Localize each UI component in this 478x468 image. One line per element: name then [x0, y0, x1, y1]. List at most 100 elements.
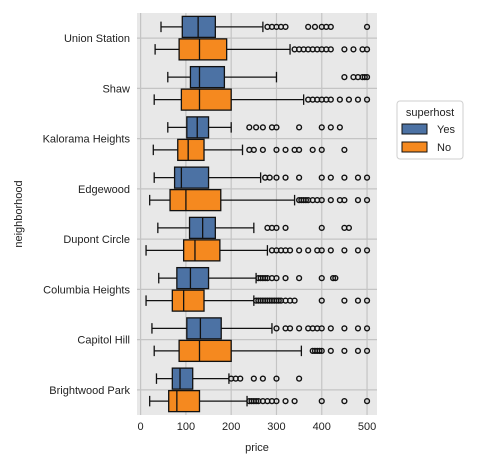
- box-dupont-circle-no: [182, 239, 221, 262]
- y-tick-label-columbia-heights: Columbia Heights: [43, 284, 130, 296]
- box-brightwood-park-no: [168, 389, 201, 413]
- flier-union-station-yes-4: [282, 23, 289, 30]
- flier-brightwood-park-no-13: [363, 398, 371, 405]
- flier-shaw-no-5: [327, 96, 334, 103]
- y-tick-label-union-station: Union Station: [64, 33, 130, 45]
- flier-columbia-heights-no-15: [318, 297, 325, 304]
- box-capitol-hill-no: [178, 339, 232, 363]
- legend-title: superhost: [406, 107, 454, 119]
- box-group-union-station-no: [154, 38, 371, 61]
- flier-kalorama-heights-no-7: [309, 146, 316, 153]
- flier-columbia-heights-yes-7: [282, 275, 289, 282]
- x-tick-label-200: 200: [222, 421, 240, 433]
- box-layer: [145, 15, 371, 413]
- box-group-brightwood-park-no: [149, 389, 371, 413]
- box-union-station-yes: [181, 15, 216, 39]
- x-tick-label-0: 0: [138, 421, 144, 433]
- box-group-columbia-heights-yes: [158, 266, 339, 290]
- flier-edgewood-yes-6: [327, 174, 334, 181]
- x-tick-label-100: 100: [177, 421, 195, 433]
- box-group-columbia-heights-no: [145, 289, 371, 312]
- flier-kalorama-heights-yes-4: [273, 124, 280, 131]
- flier-capitol-hill-no-8: [363, 347, 371, 354]
- flier-capitol-hill-yes-11: [363, 325, 371, 332]
- flier-edgewood-yes-7: [341, 174, 348, 181]
- flier-capitol-hill-yes-3: [296, 325, 303, 332]
- box-group-capitol-hill-yes: [151, 317, 371, 340]
- flier-columbia-heights-yes-8: [296, 275, 303, 282]
- flier-union-station-yes-6: [311, 23, 319, 30]
- flier-columbia-heights-yes-3: [262, 275, 269, 282]
- flier-edgewood-yes-1: [266, 174, 273, 181]
- flier-capitol-hill-yes-7: [318, 325, 325, 332]
- flier-columbia-heights-yes-10: [329, 275, 337, 282]
- box-edgewood-yes: [173, 166, 210, 189]
- flier-brightwood-park-yes-6: [296, 375, 303, 382]
- flier-kalorama-heights-no-6: [296, 146, 303, 153]
- flier-shaw-no-9: [363, 96, 371, 103]
- box-union-station-no: [178, 38, 228, 61]
- flier-edgewood-yes-8: [354, 174, 362, 181]
- legend-label-no: No: [437, 142, 451, 154]
- flier-kalorama-heights-yes-2: [259, 124, 266, 131]
- flier-shaw-no-6: [336, 96, 343, 103]
- box-brightwood-park-yes: [171, 367, 194, 390]
- flier-columbia-heights-no-14: [291, 297, 298, 304]
- y-tick-label-dupont-circle: Dupont Circle: [63, 234, 130, 246]
- flier-kalorama-heights-yes-6: [318, 124, 325, 131]
- flier-edgewood-no-8: [327, 197, 334, 204]
- flier-kalorama-heights-no-9: [341, 146, 348, 153]
- flier-capitol-hill-yes-8: [327, 325, 334, 332]
- flier-union-station-no-9: [341, 46, 348, 53]
- flier-kalorama-heights-no-8: [318, 146, 325, 153]
- legend-label-yes: Yes: [437, 124, 455, 136]
- flier-dupont-circle-yes-6: [345, 224, 353, 231]
- flier-capitol-hill-yes-10: [354, 325, 362, 332]
- y-tick-label-kalorama-heights: Kalorama Heights: [43, 134, 131, 146]
- flier-union-station-yes-5: [305, 23, 312, 30]
- flier-shaw-yes-0: [341, 74, 348, 81]
- flier-brightwood-park-no-12: [341, 398, 348, 405]
- flier-kalorama-heights-yes-8: [336, 124, 343, 131]
- flier-union-station-no-12: [363, 46, 371, 53]
- box-group-shaw-yes: [167, 65, 371, 89]
- y-tick-label-shaw: Shaw: [102, 83, 130, 95]
- flier-capitol-hill-no-3: [316, 347, 323, 354]
- flier-capitol-hill-no-6: [341, 347, 348, 354]
- flier-shaw-no-7: [345, 96, 353, 103]
- box-columbia-heights-yes: [176, 266, 210, 290]
- flier-columbia-heights-yes-6: [273, 275, 280, 282]
- flier-dupont-circle-no-6: [305, 247, 312, 254]
- legend-swatch-no: [401, 141, 428, 153]
- x-axis-title: price: [245, 442, 269, 454]
- flier-columbia-heights-yes-11: [332, 275, 339, 282]
- x-tick-label-300: 300: [267, 421, 285, 433]
- flier-kalorama-heights-no-2: [259, 146, 266, 153]
- flier-kalorama-heights-yes-5: [296, 124, 303, 131]
- flier-edgewood-yes-4: [296, 174, 303, 181]
- flier-brightwood-park-no-10: [291, 398, 298, 405]
- x-tick-label-400: 400: [313, 421, 331, 433]
- flier-dupont-circle-no-12: [363, 247, 371, 254]
- flier-capitol-hill-no-5: [327, 347, 334, 354]
- axis-labels: 0 100 200 300 400 500 Union Station Shaw Kaloram…: [43, 33, 377, 433]
- box-group-capitol-hill-no: [153, 339, 371, 363]
- flier-shaw-yes-4: [361, 74, 368, 81]
- flier-kalorama-heights-no-3: [273, 146, 280, 153]
- flier-union-station-no-10: [350, 46, 357, 53]
- flier-dupont-circle-yes-4: [318, 224, 325, 231]
- flier-brightwood-park-yes-5: [273, 375, 280, 382]
- box-shaw-no: [180, 88, 232, 111]
- box-edgewood-no: [169, 188, 222, 212]
- flier-kalorama-heights-no-1: [250, 146, 257, 153]
- flier-brightwood-park-yes-3: [250, 375, 257, 382]
- flier-brightwood-park-yes-4: [259, 375, 266, 382]
- box-group-shaw-no: [153, 88, 371, 111]
- flier-kalorama-heights-yes-7: [327, 124, 334, 131]
- flier-edgewood-no-10: [341, 197, 348, 204]
- flier-kalorama-heights-no-4: [282, 146, 289, 153]
- box-kalorama-heights-no: [177, 138, 205, 162]
- box-group-brightwood-park-yes: [155, 367, 303, 390]
- box-group-kalorama-heights-yes: [167, 116, 343, 139]
- flier-union-station-no-8: [327, 46, 334, 53]
